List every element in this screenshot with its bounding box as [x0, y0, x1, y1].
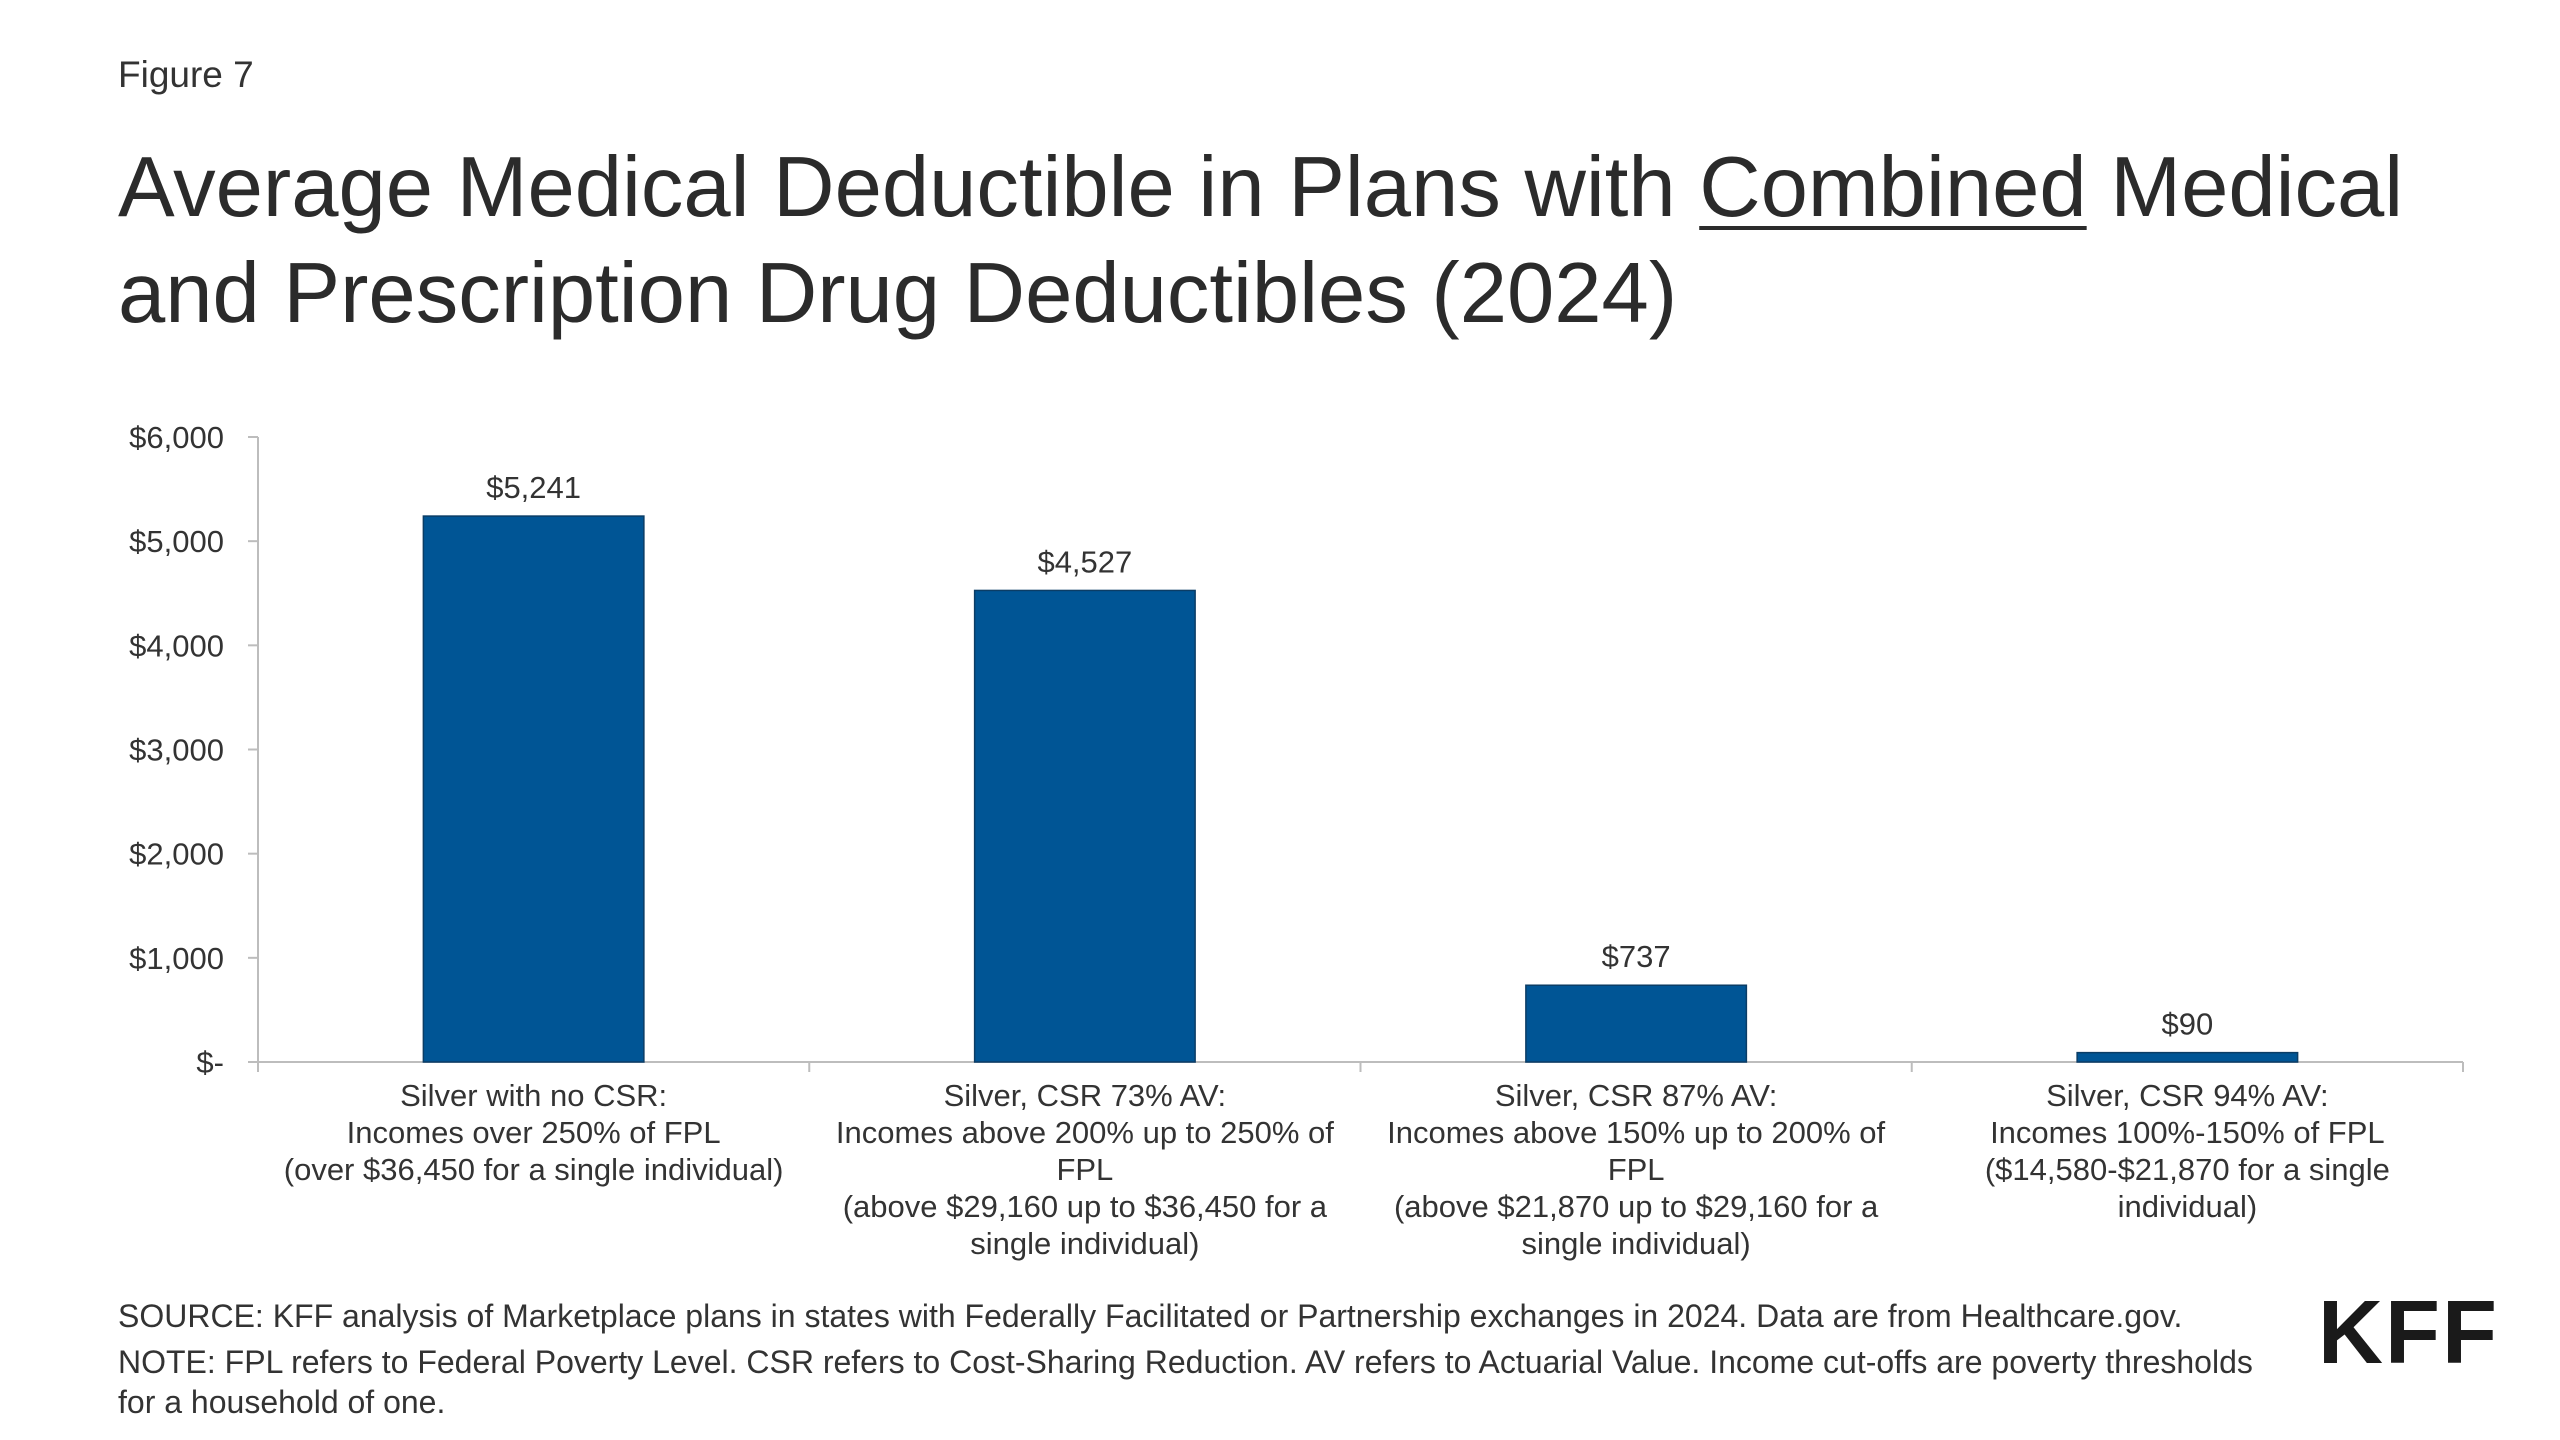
category-label-line: (above $21,870 up to $29,160 for a — [1394, 1189, 1879, 1224]
category-label-line: single individual) — [1522, 1226, 1751, 1261]
category-label-line: (over $36,450 for a single individual) — [284, 1152, 784, 1187]
footer: SOURCE: KFF analysis of Marketplace plan… — [118, 1296, 2268, 1428]
y-tick-label: $4,000 — [129, 628, 224, 663]
category-label-line: single individual) — [970, 1226, 1199, 1261]
category-label-line: Incomes above 200% up to 250% of — [836, 1115, 1334, 1150]
y-tick-label: $2,000 — [129, 837, 224, 872]
figure-label: Figure 7 — [118, 54, 254, 95]
y-tick-label: $6,000 — [129, 420, 224, 455]
category-label-line: Incomes over 250% of FPL — [347, 1115, 721, 1150]
title-part-2: Medical and Prescription Drug Deductible… — [118, 140, 2404, 341]
category-label-line: individual) — [2118, 1189, 2258, 1224]
source-note: SOURCE: KFF analysis of Marketplace plan… — [118, 1298, 2183, 1334]
category-label: Silver with no CSR: Incomes over 250% of … — [284, 1078, 784, 1187]
category-label: Silver, CSR 87% AV: Incomes above 150% up… — [1387, 1078, 1885, 1261]
y-tick-label: $3,000 — [129, 733, 224, 768]
title-emphasis: Combined — [1699, 140, 2087, 235]
category-label-line: (above $29,160 up to $36,450 for a — [843, 1189, 1328, 1224]
y-tick-label: $5,000 — [129, 524, 224, 559]
y-tick-label: $- — [196, 1045, 224, 1080]
bar-data-labels: $5,241 $4,527 $737 $90 — [486, 470, 2213, 1042]
category-label: Silver, CSR 73% AV: Incomes above 200% up… — [836, 1078, 1334, 1261]
bar — [973, 589, 1196, 1063]
category-label-line: Silver, CSR 73% AV: — [944, 1078, 1227, 1113]
category-label-line: FPL — [1608, 1152, 1665, 1187]
category-label-line: ($14,580-$21,870 for a single — [1985, 1152, 2390, 1187]
category-label-line: FPL — [1056, 1152, 1113, 1187]
bar — [422, 515, 645, 1063]
bar-data-label: $737 — [1602, 939, 1671, 974]
y-axis: $- $1,000 $2,000 $3,000 $4,000 $5,000 $6,000 — [129, 420, 259, 1080]
note-text: NOTE: FPL refers to Federal Poverty Leve… — [118, 1344, 2253, 1420]
category-labels: Silver with no CSR: Incomes over 250% of … — [284, 1078, 2390, 1261]
category-label-line: Incomes 100%-150% of FPL — [1990, 1115, 2385, 1150]
bar — [1525, 984, 1748, 1063]
category-label: Silver, CSR 94% AV: Incomes 100%-150% of … — [1985, 1078, 2390, 1224]
chart-title: Average Medical Deductible in Plans with… — [118, 135, 2498, 347]
category-label-line: Silver, CSR 87% AV: — [1495, 1078, 1778, 1113]
x-axis — [257, 1061, 2464, 1072]
bar-data-label: $5,241 — [486, 470, 581, 505]
title-part-1: Average Medical Deductible in Plans with — [118, 140, 1700, 235]
y-tick-label: $1,000 — [129, 941, 224, 976]
bar — [2076, 1051, 2299, 1063]
category-label-line: Silver, CSR 94% AV: — [2046, 1078, 2329, 1113]
category-label-line: Incomes above 150% up to 200% of — [1387, 1115, 1885, 1150]
category-label-line: Silver with no CSR: — [400, 1078, 667, 1113]
kff-logo: KFF — [2318, 1283, 2499, 1383]
bar-data-label: $4,527 — [1037, 544, 1132, 579]
bar-chart: $- $1,000 $2,000 $3,000 $4,000 $5,000 $6,000 $… — [129, 420, 2464, 1261]
bar-data-label: $90 — [2162, 1007, 2214, 1042]
bars — [422, 515, 2299, 1063]
